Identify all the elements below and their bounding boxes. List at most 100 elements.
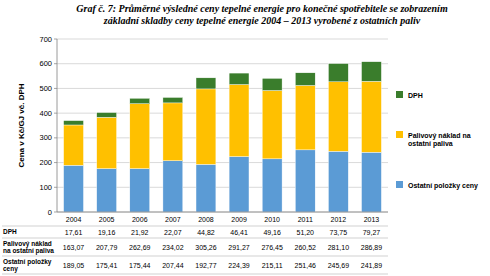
bar (64, 165, 84, 212)
bar (196, 89, 216, 164)
x-tick-label: 2005 (99, 216, 115, 223)
table-value: 207,79 (96, 244, 118, 251)
text-line: ceny (3, 265, 18, 273)
x-tick-label: 2008 (198, 216, 214, 223)
table-value: 163,07 (63, 244, 85, 251)
text-line: Ostatní položky ceny (408, 182, 478, 190)
table-value: 215,11 (262, 262, 283, 269)
bar (262, 78, 282, 90)
legend-label: Ostatní položky ceny (408, 182, 478, 190)
text-line: ostatní paliva (408, 140, 453, 148)
table-value: 175,44 (129, 262, 151, 269)
table-value: 281,10 (328, 244, 350, 251)
table-row-label: Ostatní položkyceny (3, 258, 52, 273)
bar (130, 104, 150, 169)
x-axis (57, 212, 388, 213)
bar (163, 103, 183, 161)
table-value: 51,20 (296, 229, 314, 236)
bar (196, 78, 216, 89)
bar (362, 62, 382, 82)
bars (64, 62, 382, 212)
table-value: 44,82 (197, 229, 215, 236)
table-value: 286,89 (361, 244, 383, 251)
table-row-label: Palivový nákladna ostatní paliva (3, 240, 54, 255)
table-value: 305,26 (195, 244, 217, 251)
y-tick-label: 600 (39, 59, 52, 68)
bar (64, 125, 84, 165)
x-tick-label: 2010 (264, 216, 280, 223)
bar (362, 81, 382, 152)
y-tick (54, 137, 57, 138)
table-value: 262,69 (129, 244, 151, 251)
grid-line (57, 39, 388, 40)
text-line: Palivový náklad na (408, 132, 471, 140)
bar (229, 73, 249, 84)
chart: Graf č. 7: Průměrné výsledné ceny tepeln… (0, 0, 490, 276)
legend-swatch (396, 181, 403, 188)
bar (196, 164, 216, 212)
y-tick-label: 100 (39, 183, 52, 192)
table-value: 46,41 (230, 229, 248, 236)
table-value: 73,75 (330, 229, 348, 236)
table-value: 189,05 (63, 262, 85, 269)
bar (362, 152, 382, 212)
table-value: 291,27 (228, 244, 250, 251)
table-value: 276,45 (261, 244, 283, 251)
table-value: 17,61 (65, 229, 83, 236)
table-value: 19,16 (98, 229, 116, 236)
y-tick (54, 63, 57, 64)
title: základní skladby ceny tepelné energie 20… (103, 15, 421, 26)
y-tick (54, 113, 57, 114)
table-line (2, 256, 388, 257)
y-tick-label: 300 (39, 133, 52, 142)
y-tick (54, 162, 57, 163)
table-line (2, 226, 388, 227)
legend-swatch (396, 131, 403, 138)
table-row-label: DPH (3, 228, 17, 235)
table-value: 21,92 (131, 229, 149, 236)
bar (295, 73, 315, 86)
table-line (2, 274, 388, 275)
bar (262, 159, 282, 212)
text-line: DPH (3, 228, 17, 235)
legend-swatch (396, 91, 403, 98)
legend-label: Palivový náklad naostatní paliva (408, 132, 471, 148)
bar (229, 157, 249, 212)
bar (262, 91, 282, 159)
table-value: 234,02 (162, 244, 184, 251)
table-value: 224,39 (228, 262, 250, 269)
bar (97, 113, 117, 118)
bar (295, 85, 315, 149)
bar (163, 161, 183, 212)
bar (328, 82, 348, 151)
bar (130, 169, 150, 212)
y-axis-label: Cena v Kč/GJ vč. DPH (17, 83, 26, 167)
table-value: 175,41 (96, 262, 118, 269)
table-value: 22,07 (164, 229, 182, 236)
title: Graf č. 7: Průměrné výsledné ceny tepeln… (76, 3, 448, 14)
table-value: 192,77 (195, 262, 217, 269)
table-value: 241,89 (361, 262, 383, 269)
bar (295, 150, 315, 212)
bar (64, 121, 84, 125)
text-line: na ostatní paliva (3, 247, 54, 255)
table-value: 260,52 (295, 244, 317, 251)
y-tick-label: 200 (39, 158, 52, 167)
bar (328, 64, 348, 82)
table-value: 207,44 (162, 262, 184, 269)
x-tick-label: 2006 (132, 216, 148, 223)
bar (97, 117, 117, 168)
x-tick-label: 2012 (331, 216, 347, 223)
y-tick-label: 700 (39, 35, 52, 44)
y-tick (54, 88, 57, 89)
x-tick-label: 2009 (231, 216, 247, 223)
y-tick (54, 39, 57, 40)
bar (229, 85, 249, 157)
bar (130, 98, 150, 103)
y-tick-label: 0 (48, 208, 52, 217)
y-tick-label: 500 (39, 84, 52, 93)
grid-line (57, 212, 388, 213)
bar (328, 151, 348, 212)
text-line: DPH (408, 92, 423, 99)
x-tick-label: 2013 (364, 216, 380, 223)
